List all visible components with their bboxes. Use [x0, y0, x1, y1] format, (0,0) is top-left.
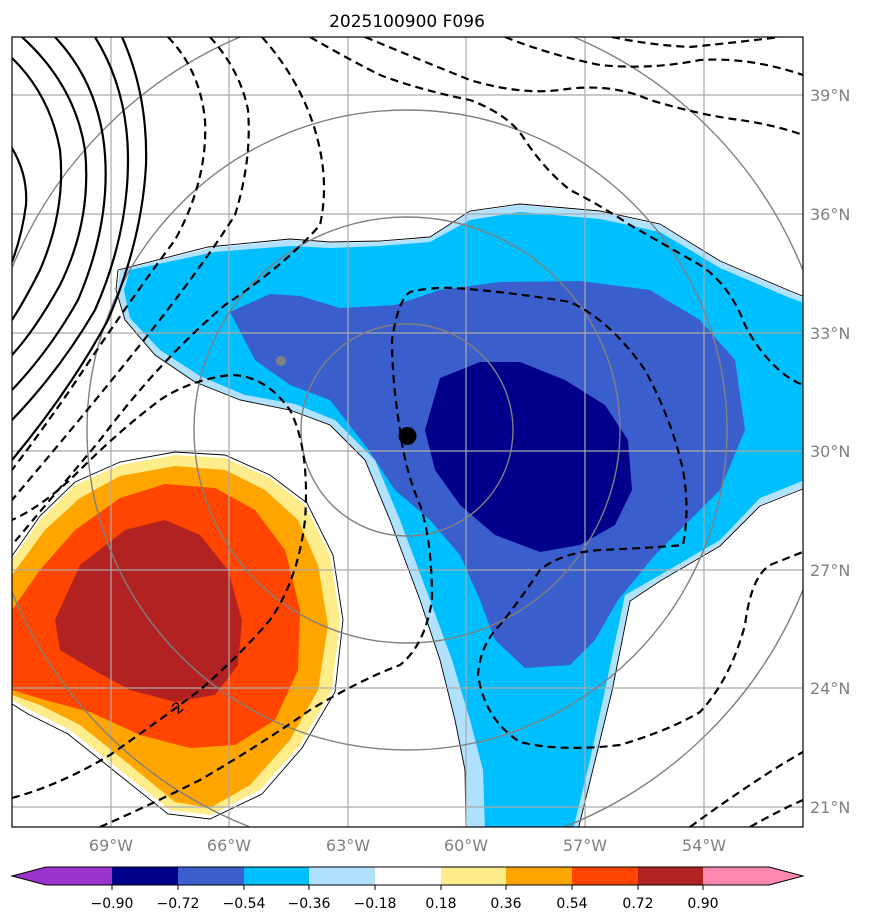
plot-frame	[11, 36, 804, 828]
colorbar-tick-label: 0.72	[622, 896, 653, 912]
positive-anomaly-field	[12, 451, 344, 820]
colorbar-swatch-high-extend	[769, 867, 803, 885]
y-tick-label: 36°N	[810, 205, 850, 224]
colorbar-tick-label: −0.36	[288, 896, 331, 912]
range-rings	[12, 37, 803, 827]
secondary-storm-marker	[275, 355, 286, 366]
colorbar-tick-label: −0.72	[157, 896, 200, 912]
x-tick-label: 69°W	[89, 836, 133, 855]
colorbar-swatch	[638, 867, 703, 885]
colorbar-swatch	[506, 867, 572, 885]
y-tick-label: 21°N	[810, 798, 850, 817]
colorbar-tick-label: −0.18	[354, 896, 397, 912]
y-tick-label: 30°N	[810, 442, 850, 461]
colorbar-tick-label: 0.90	[687, 896, 718, 912]
colorbar-swatch	[178, 867, 244, 885]
colorbar-swatch	[112, 867, 178, 885]
colorbar-swatch	[46, 867, 112, 885]
colorbar-outline	[10, 866, 805, 886]
lat-lon-grid	[12, 37, 803, 827]
positive-anomaly-outline	[12, 451, 344, 820]
colorbar-tick-label: 0.54	[556, 896, 587, 912]
y-tick-label: 24°N	[810, 679, 850, 698]
y-tick-label: 27°N	[810, 561, 850, 580]
x-tick-label: 63°W	[326, 836, 370, 855]
colorbar-swatch	[572, 867, 638, 885]
storm-center-marker	[398, 426, 417, 445]
colorbar-swatch	[441, 867, 506, 885]
anomaly-outline	[115, 203, 803, 827]
x-axis: 69°W 66°W 63°W 60°W 57°W 54°W	[89, 836, 726, 855]
y-tick-label: 39°N	[810, 86, 850, 105]
solid-contours	[12, 37, 148, 461]
colorbar-swatch	[309, 867, 375, 885]
colorbar-tick-label: −0.90	[91, 896, 134, 912]
map-plot-area: 2	[12, 37, 803, 827]
y-tick-label: 33°N	[810, 324, 850, 343]
colorbar-swatch	[703, 867, 769, 885]
colorbar-swatch	[244, 867, 309, 885]
dashed-contours	[12, 37, 803, 827]
y-axis: 21°N 24°N 27°N 30°N 33°N 36°N 39°N	[810, 86, 850, 817]
x-tick-label: 57°W	[563, 836, 607, 855]
anomaly-fill-navy	[425, 362, 632, 552]
x-tick-label: 54°W	[682, 836, 726, 855]
colorbar-tick-label: 0.18	[425, 896, 456, 912]
colorbar-tick-label: −0.54	[223, 896, 266, 912]
x-tick-label: 66°W	[207, 836, 251, 855]
x-tick-label: 60°W	[444, 836, 488, 855]
chart-title: 2025100900 F096	[329, 12, 485, 32]
colorbar-ticks	[111, 885, 704, 890]
anomaly-fill-firebrick	[55, 520, 242, 702]
colorbar-tick-label: 0.36	[490, 896, 521, 912]
colorbar-swatch	[375, 867, 441, 885]
colorbar: −0.90 −0.72 −0.54 −0.36 −0.18 0.18 0.36 …	[10, 866, 805, 912]
colorbar-swatch-low-extend	[12, 867, 46, 885]
